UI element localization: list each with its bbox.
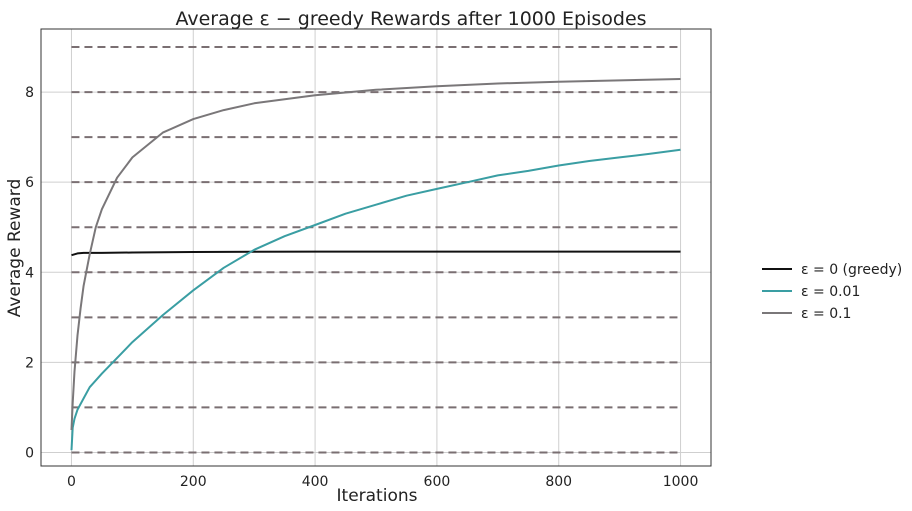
y-tick-label: 6	[25, 175, 34, 191]
legend-entry: ε = 0 (greedy)	[801, 262, 902, 278]
y-tick-label: 0	[25, 445, 34, 461]
x-tick-label: 1000	[663, 474, 699, 490]
plot-area: 0 200 400 600 800 1000 0 2 4 6 8	[25, 28, 712, 490]
legend-entry: ε = 0.01	[801, 284, 860, 300]
chart-title: Average ε − greedy Rewards after 1000 Ep…	[175, 8, 646, 30]
legend: ε = 0 (greedy) ε = 0.01 ε = 0.1	[762, 262, 902, 322]
x-tick-label: 600	[424, 474, 451, 490]
series-line	[70, 148, 681, 451]
x-tick-label: 200	[180, 474, 207, 490]
x-tick-label: 400	[302, 474, 329, 490]
x-tick-label: 800	[545, 474, 572, 490]
x-axis-label: Iterations	[337, 486, 418, 506]
y-tick-label: 2	[25, 355, 34, 371]
plot-frame	[40, 28, 712, 467]
legend-entry: ε = 0.1	[801, 306, 851, 322]
x-tick-label: 0	[67, 474, 76, 490]
series-line	[70, 78, 681, 431]
y-tick-label: 4	[25, 265, 34, 281]
series-line	[71, 250, 681, 257]
y-tick-label: 8	[25, 85, 34, 101]
y-axis-label: Average Reward	[5, 179, 25, 318]
